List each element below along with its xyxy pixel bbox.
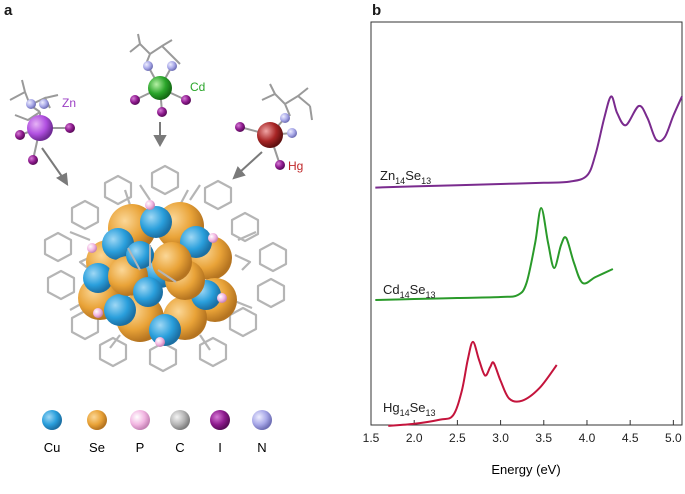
x-tick-label: 5.0 [665, 431, 682, 445]
absorption-spectra-chart: 1.5 2.0 2.5 3.0 3.5 4.0 4.5 5.0 Zn14Se13 Cd14Se1… [363, 21, 683, 477]
panel-letter-a: a [4, 2, 13, 19]
legend-p-sphere [130, 410, 150, 430]
panel-letter-b: b [372, 2, 382, 19]
zn-complex [9, 79, 75, 165]
x-tick-label: 3.5 [535, 431, 552, 445]
x-tick-label: 2.0 [406, 431, 423, 445]
series-label-zn: Zn14Se13 [380, 168, 431, 186]
plot-frame [370, 21, 683, 426]
reaction-arrows [41, 122, 263, 187]
legend-i-label: I [218, 440, 222, 455]
legend-c-label: C [175, 440, 184, 455]
legend-c-sphere [170, 410, 190, 430]
hg-complex [235, 83, 313, 170]
spectrum-line-hg [388, 340, 558, 427]
legend-i-sphere [210, 410, 230, 430]
series-label-hg: Hg14Se13 [383, 400, 436, 418]
hg-label: Hg [288, 159, 303, 173]
cd-label: Cd [190, 80, 205, 94]
cluster-structure-illustration: Zn Cd [9, 33, 313, 455]
cd-complex [129, 33, 191, 117]
legend-n-sphere [252, 410, 272, 430]
x-tick-label: 2.5 [449, 431, 466, 445]
cluster-core [78, 202, 237, 346]
arrow-zn [41, 147, 64, 179]
series-label-cd: Cd14Se13 [383, 282, 436, 300]
spectrum-line-cd [375, 206, 614, 301]
panel-b: b 1.5 2.0 2.5 3.0 3.5 4.0 4.5 5.0 Zn14Se13 Cd14S… [340, 0, 685, 489]
legend-n-label: N [257, 440, 266, 455]
cluster-inner-bonds [127, 245, 177, 283]
x-axis-ticks: 1.5 2.0 2.5 3.0 3.5 4.0 4.5 5.0 [363, 420, 682, 445]
legend-se-sphere [87, 410, 107, 430]
legend-p-label: P [136, 440, 145, 455]
x-tick-label: 4.0 [579, 431, 596, 445]
zn-label: Zn [62, 96, 76, 110]
x-tick-label: 4.5 [622, 431, 639, 445]
x-tick-label: 1.5 [363, 431, 380, 445]
spectra-series: Zn14Se13 Cd14Se13 Hg14Se13 [375, 95, 683, 427]
ligand-shell [43, 164, 288, 373]
legend-cu-label: Cu [44, 440, 61, 455]
panel-a: a [0, 0, 340, 489]
spectrum-line-zn [375, 95, 683, 189]
x-tick-label: 3.0 [492, 431, 509, 445]
x-axis-label: Energy (eV) [491, 462, 560, 477]
legend-se-label: Se [89, 440, 105, 455]
atom-legend: Cu Se P C I N [42, 410, 272, 455]
phosphine-atoms [87, 200, 227, 347]
legend-cu-sphere [42, 410, 62, 430]
arrow-hg [239, 151, 263, 173]
